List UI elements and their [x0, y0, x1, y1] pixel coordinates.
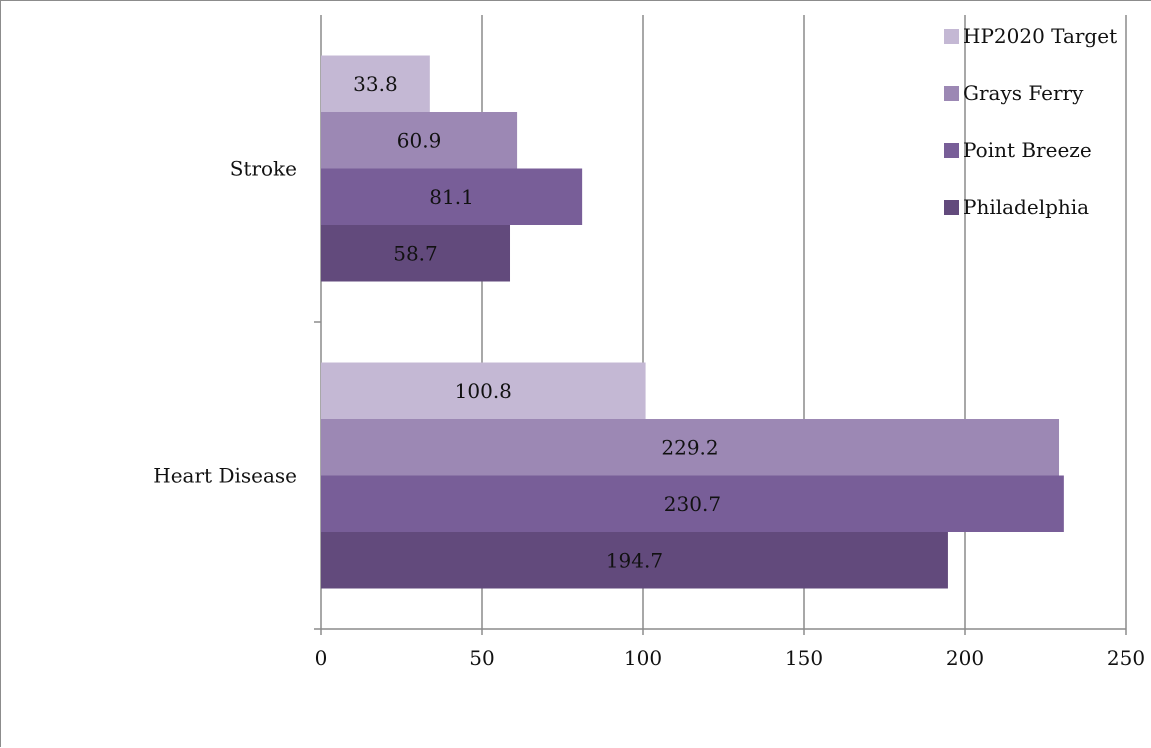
bar-data-label: 194.7 [606, 548, 663, 572]
x-tick-label: 250 [1107, 646, 1145, 670]
x-tick-label: 150 [785, 646, 823, 670]
x-tick-label: 50 [469, 646, 494, 670]
legend-swatch [944, 200, 959, 215]
bar-data-label: 230.7 [664, 492, 721, 516]
bar-data-label: 33.8 [353, 72, 398, 96]
bar-data-label: 60.9 [397, 128, 442, 152]
bar [321, 475, 1064, 532]
bar [321, 225, 511, 282]
legend-label: Grays Ferry [963, 81, 1084, 105]
legend-label: HP2020 Target [963, 24, 1117, 48]
bar-data-label: 100.8 [455, 379, 512, 403]
category-label: Stroke [230, 157, 297, 181]
bar [321, 419, 1060, 476]
bar [321, 112, 518, 169]
bar [321, 362, 646, 419]
bar-data-label: 58.7 [393, 241, 438, 265]
x-tick-label: 200 [946, 646, 984, 670]
x-tick-label: 100 [624, 646, 662, 670]
legend-label: Point Breeze [963, 138, 1092, 162]
legend-swatch [944, 143, 959, 158]
legend-swatch [944, 86, 959, 101]
legend-label: Philadelphia [963, 195, 1089, 219]
category-label: Heart Disease [153, 464, 297, 488]
legend-swatch [944, 29, 959, 44]
bar [321, 532, 948, 589]
bar-data-label: 229.2 [661, 435, 718, 459]
bar-data-label: 81.1 [429, 185, 474, 209]
bar [321, 55, 430, 112]
bar [321, 168, 583, 225]
x-tick-label: 0 [315, 646, 328, 670]
